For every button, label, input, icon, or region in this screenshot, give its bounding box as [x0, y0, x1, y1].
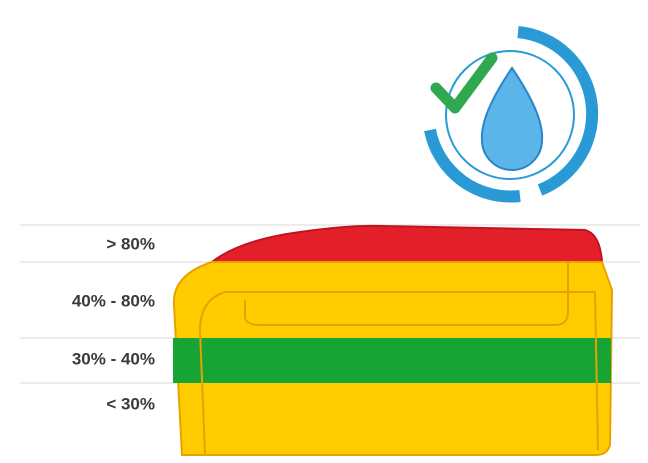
ring-arc	[517, 26, 599, 196]
level-label: < 30%	[106, 394, 155, 413]
panel-outline	[244, 262, 569, 326]
level-label: 40% - 80%	[72, 291, 155, 310]
ring-inner	[445, 50, 575, 180]
level-label: 30% - 40%	[72, 349, 155, 368]
device	[172, 224, 614, 456]
check-mark	[430, 52, 498, 114]
drop	[480, 66, 544, 171]
level-label: > 80%	[106, 234, 155, 253]
green-zone	[173, 338, 611, 383]
red-zone	[209, 224, 604, 263]
body-outline	[198, 291, 599, 456]
ring-arc	[424, 128, 521, 203]
humidity-icon	[424, 26, 599, 203]
